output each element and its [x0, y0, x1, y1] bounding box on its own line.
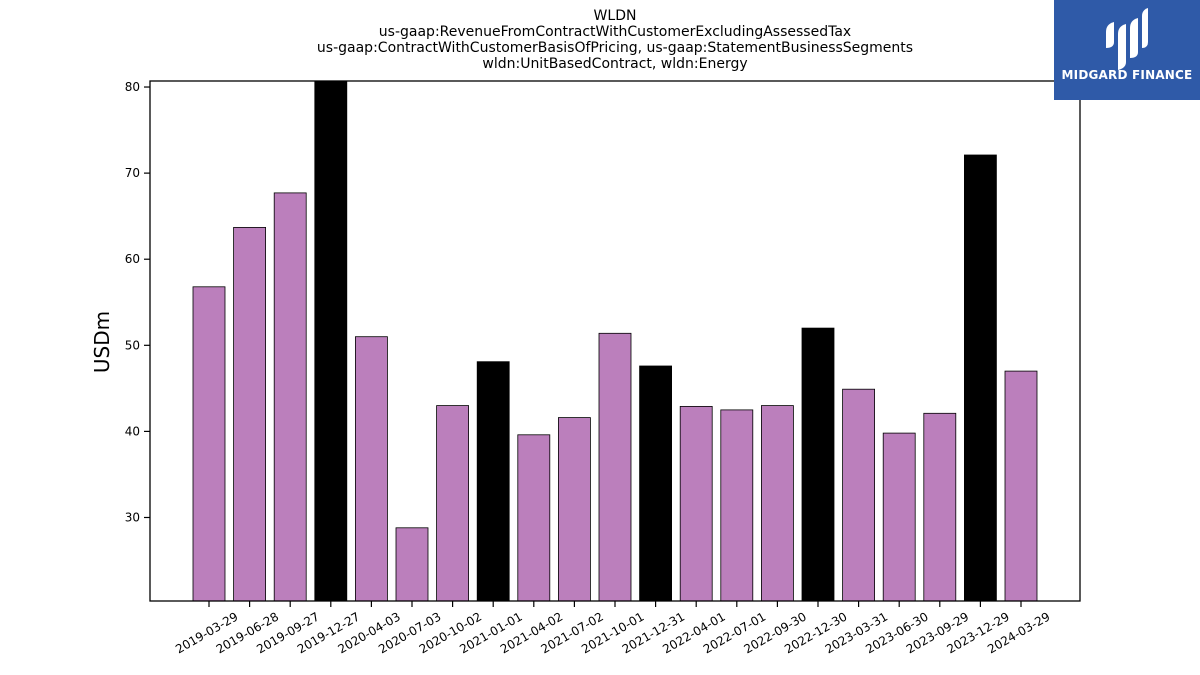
bar-2022-12-30 [801, 327, 835, 602]
midgard-finance-logo: MIDGARD FINANCE [1054, 0, 1200, 100]
title-line-0: WLDN [594, 8, 637, 24]
bar-2021-10-01 [598, 332, 632, 602]
bar-2023-06-30 [882, 432, 916, 602]
bar-2022-07-01 [720, 409, 754, 602]
chart-title: WLDNus-gaap:RevenueFromContractWithCusto… [317, 8, 913, 72]
bar-2023-12-29 [964, 154, 997, 602]
title-line-2: us-gaap:ContractWithCustomerBasisOfPrici… [317, 40, 913, 56]
title-line-3: wldn:UnitBasedContract, wldn:Energy [482, 56, 747, 72]
bar-2023-03-31 [842, 388, 875, 602]
bar-2023-09-29 [923, 412, 957, 602]
bar-2022-09-30 [761, 405, 794, 602]
y-tick-label-60: 60 [125, 252, 140, 266]
y-axis: 30 40 50 60 70 80 [125, 80, 150, 524]
bar-2021-12-31 [639, 365, 672, 602]
bar-2021-01-01 [476, 361, 510, 602]
bar-2020-07-03 [395, 527, 429, 602]
bars [192, 80, 1038, 602]
bar-2019-06-28 [233, 226, 267, 602]
y-tick-label-40: 40 [125, 424, 140, 438]
bar-2019-09-27 [273, 192, 307, 602]
bar-2020-10-02 [436, 405, 470, 602]
bar-2022-04-01 [679, 405, 713, 602]
y-axis-label: USDm [90, 311, 114, 373]
title-line-1: us-gaap:RevenueFromContractWithCustomerE… [379, 24, 851, 40]
x-axis: 2019-03-292019-06-282019-09-272019-12-27… [173, 601, 1053, 656]
logo-text: MIDGARD FINANCE [1061, 68, 1193, 82]
y-tick-label-30: 30 [125, 510, 140, 524]
y-tick-label-70: 70 [125, 166, 140, 180]
bar-2020-04-03 [354, 336, 388, 602]
y-tick-label-80: 80 [125, 80, 140, 94]
bar-2021-07-02 [558, 417, 591, 602]
bar-2024-03-29 [1004, 370, 1038, 602]
y-tick-label-50: 50 [125, 338, 140, 352]
midgard-logo-icon [1106, 8, 1148, 70]
bar-2019-03-29 [192, 286, 226, 602]
bar-2019-12-27 [314, 80, 348, 602]
bar-2021-04-02 [517, 434, 551, 602]
